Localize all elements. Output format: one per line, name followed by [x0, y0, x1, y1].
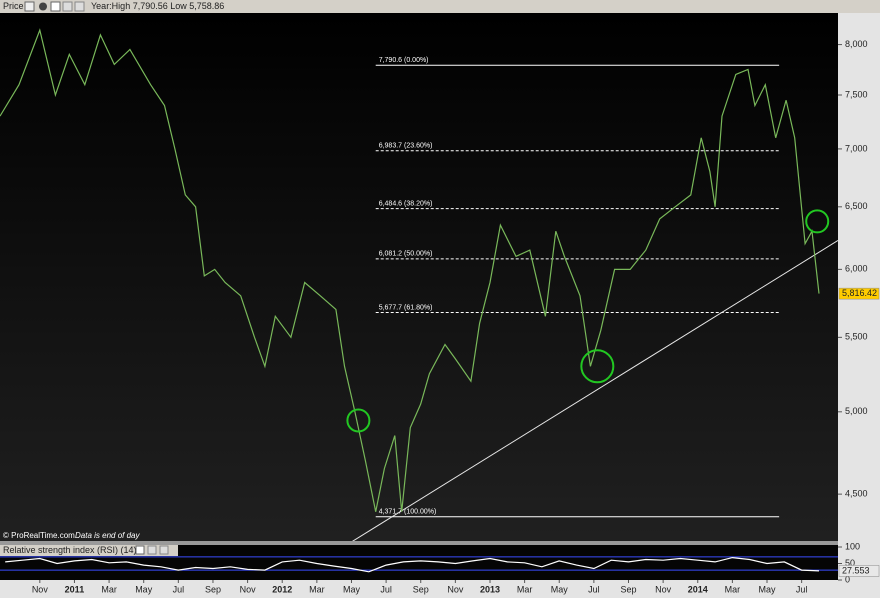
- last-value-box: [838, 287, 880, 300]
- x-tick-label: Mar: [517, 584, 533, 594]
- x-tick-label: Nov: [655, 584, 672, 594]
- x-tick-label: May: [135, 584, 153, 594]
- x-tick-label: Jul: [588, 584, 600, 594]
- y-tick-label: 6,500: [845, 201, 868, 211]
- toolbar-icons[interactable]: [24, 1, 85, 12]
- x-tick-label: May: [551, 584, 569, 594]
- x-tick-label: 2013: [480, 584, 500, 594]
- trendline: [352, 240, 838, 541]
- x-tick-label: Nov: [240, 584, 257, 594]
- x-tick-label: Jul: [173, 584, 185, 594]
- highlight-circle: [580, 349, 615, 384]
- x-tick-label: Jul: [796, 584, 808, 594]
- splitter: [0, 541, 838, 545]
- fib-label: 4,371.7 (100.00%): [379, 509, 437, 516]
- x-tick-label: Mar: [101, 584, 117, 594]
- y-tick-label: 100: [845, 541, 860, 551]
- plot-area: [0, 556, 838, 573]
- x-tick-label: Nov: [447, 584, 464, 594]
- data-note: Data is end of day: [75, 531, 140, 540]
- price-panel: [0, 13, 838, 541]
- price-axis: [838, 13, 880, 598]
- series-line: [5, 556, 820, 573]
- x-tick-label: May: [343, 584, 361, 594]
- x-tick-label: Sep: [205, 584, 221, 594]
- y-tick-label: 8,000: [845, 39, 868, 49]
- fib-label: 6,081.2 (50.00%): [379, 251, 433, 258]
- highlight-circle: [346, 408, 371, 433]
- plot-area: 7,790.6 (0.00%) 6,983.7 (23.60%) 6,484.6 (…: [0, 28, 838, 541]
- y-tick-label: 4,500: [845, 489, 868, 499]
- highlight-circle: [805, 209, 830, 234]
- x-tick-label: 2012: [272, 584, 292, 594]
- y-tick-label: 7,000: [845, 143, 868, 153]
- x-tick-label: Nov: [32, 584, 49, 594]
- series-line: [0, 28, 820, 512]
- fib-label: 6,484.6 (38.20%): [379, 201, 433, 208]
- rsi-header: [0, 545, 178, 556]
- y-tick-label: 50: [845, 558, 855, 568]
- rsi-icon[interactable]: [159, 545, 169, 555]
- y-tick-label: 0: [845, 574, 850, 584]
- header-bar: [0, 0, 880, 13]
- y-tick-label: 6,000: [845, 264, 868, 274]
- last-value-label: 5,816.42: [842, 288, 877, 298]
- x-tick-label: May: [759, 584, 777, 594]
- time-axis: [0, 580, 838, 598]
- panel-title: Price: [3, 1, 24, 11]
- x-tick-label: Jul: [380, 584, 392, 594]
- fib-label: 5,677.7 (61.80%): [379, 304, 433, 311]
- rsi-icon[interactable]: [147, 545, 157, 555]
- panel-stats: Year:High 7,790.56 Low 5,758.86: [91, 1, 224, 11]
- y-tick-label: 5,000: [845, 406, 868, 416]
- x-tick-label: 2011: [65, 584, 85, 594]
- x-tick-label: Mar: [309, 584, 325, 594]
- x-tick-label: Sep: [413, 584, 429, 594]
- y-tick-label: 7,500: [845, 89, 868, 99]
- copyright: © ProRealTime.com: [3, 531, 75, 540]
- rsi-icon[interactable]: [135, 545, 145, 555]
- last-value-box: [838, 565, 880, 577]
- x-tick-label: 2014: [688, 584, 708, 594]
- fib-label: 6,983.7 (23.60%): [379, 143, 433, 150]
- last-value-label: 27.553: [842, 565, 870, 575]
- fib-label: 7,790.6 (0.00%): [379, 57, 429, 64]
- x-tick-label: Mar: [725, 584, 741, 594]
- x-tick-label: Sep: [620, 584, 636, 594]
- y-tick-label: 5,500: [845, 332, 868, 342]
- rsi-title: Relative strength index (RSI) (14): [3, 545, 137, 555]
